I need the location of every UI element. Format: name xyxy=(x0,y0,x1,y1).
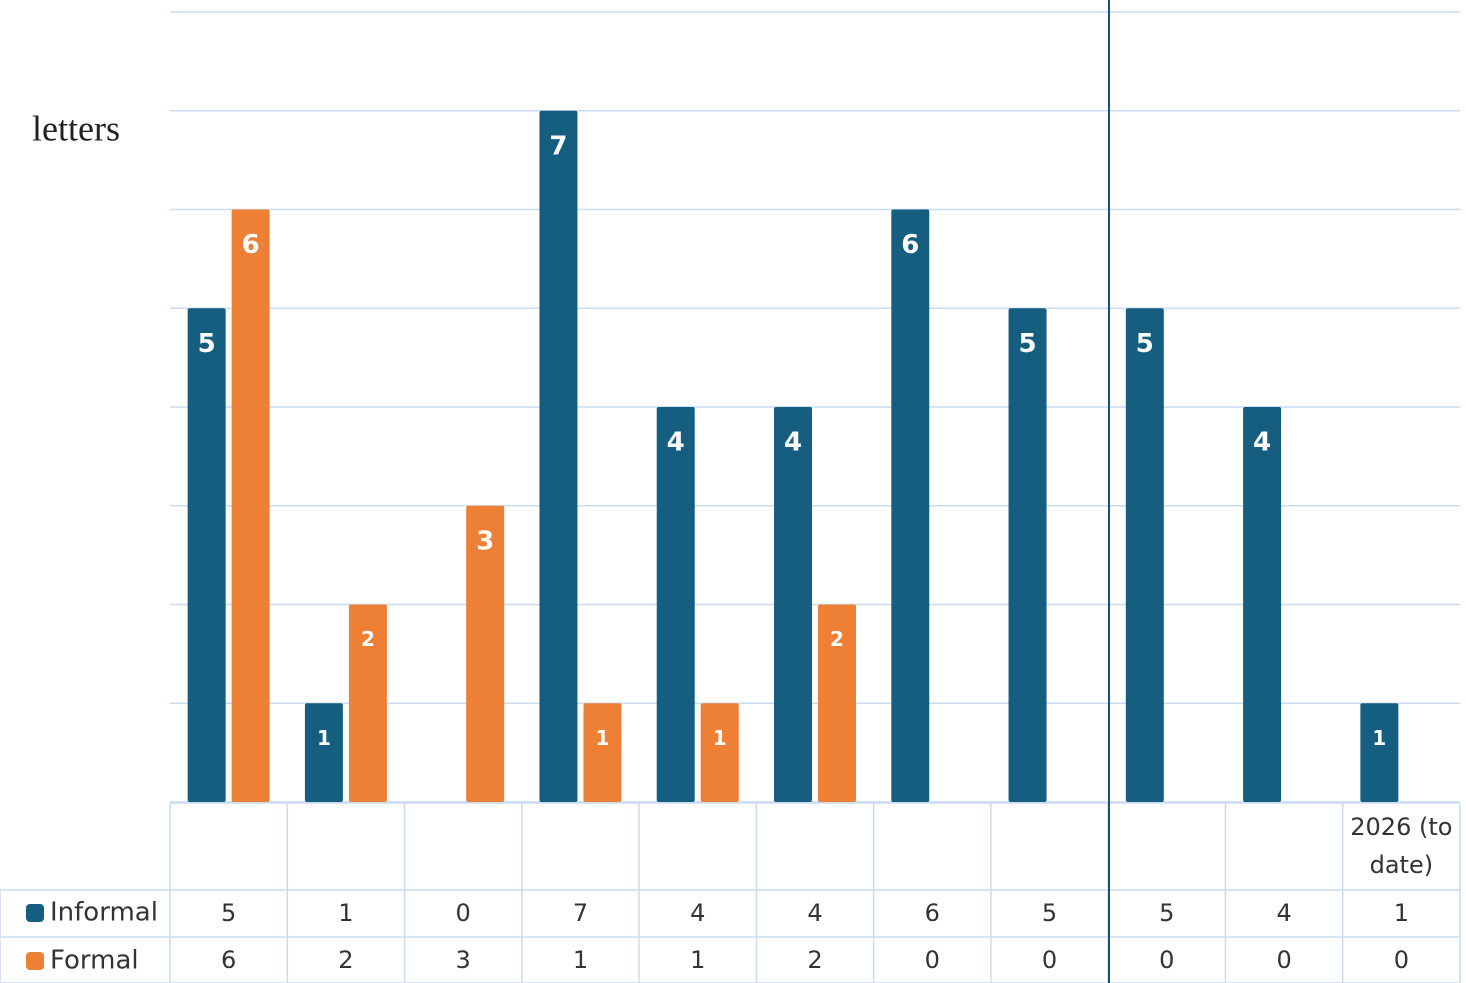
bar xyxy=(774,407,812,802)
bar xyxy=(700,703,739,802)
data-label: 1 xyxy=(1372,726,1386,750)
data-label: 6 xyxy=(901,230,919,260)
bar xyxy=(187,308,226,802)
legend-label: Formal xyxy=(50,946,139,976)
table-value: 4 xyxy=(1276,899,1291,927)
table-value: 0 xyxy=(925,946,940,974)
bar xyxy=(1125,308,1164,802)
bar xyxy=(818,604,856,802)
data-label: 3 xyxy=(476,526,494,556)
data-label: 5 xyxy=(1136,329,1154,359)
data-label: 2 xyxy=(361,627,375,651)
table-value: 0 xyxy=(1276,946,1291,974)
table-value: 5 xyxy=(1159,899,1174,927)
bar xyxy=(348,604,387,802)
data-label: 6 xyxy=(242,230,260,260)
data-label: 1 xyxy=(713,726,727,750)
table-value: 1 xyxy=(338,899,353,927)
table-value: 5 xyxy=(221,899,236,927)
data-label: 4 xyxy=(784,428,802,458)
table-value: 1 xyxy=(690,946,705,974)
table-value: 1 xyxy=(573,946,588,974)
bar xyxy=(304,703,343,802)
bar xyxy=(466,505,505,802)
table-value: 0 xyxy=(1042,946,1057,974)
bar xyxy=(656,407,695,802)
table-value: 3 xyxy=(456,946,471,974)
table-value: 5 xyxy=(1042,899,1057,927)
table-value: 2 xyxy=(807,946,822,974)
table-value: 2 xyxy=(338,946,353,974)
legend-label: Informal xyxy=(50,898,158,928)
data-label: 1 xyxy=(317,726,331,750)
legend-swatch xyxy=(26,904,44,922)
data-label: 2 xyxy=(830,627,844,651)
data-label: 5 xyxy=(198,329,216,359)
bar xyxy=(583,703,622,802)
chart-title: letters xyxy=(32,108,120,148)
x-tick-label: 2026 (to date) xyxy=(1350,813,1452,879)
data-label: 4 xyxy=(667,428,685,458)
bar xyxy=(231,209,270,802)
data-label: 5 xyxy=(1018,329,1036,359)
bar xyxy=(891,209,930,802)
table-value: 7 xyxy=(573,899,588,927)
bar xyxy=(1008,308,1047,802)
bar xyxy=(539,110,578,802)
table-value: 4 xyxy=(807,899,822,927)
table-value: 0 xyxy=(1394,946,1409,974)
table-value: 4 xyxy=(690,899,705,927)
data-label: 4 xyxy=(1253,428,1271,458)
legend-swatch xyxy=(26,952,44,970)
table-value: 0 xyxy=(456,899,471,927)
table-value: 6 xyxy=(925,899,940,927)
table-value: 6 xyxy=(221,946,236,974)
bar xyxy=(1243,407,1282,802)
table-value: 0 xyxy=(1159,946,1174,974)
data-label: 1 xyxy=(595,726,609,750)
table-value: 1 xyxy=(1394,899,1409,927)
data-label: 7 xyxy=(549,131,567,161)
bar xyxy=(1360,703,1399,802)
